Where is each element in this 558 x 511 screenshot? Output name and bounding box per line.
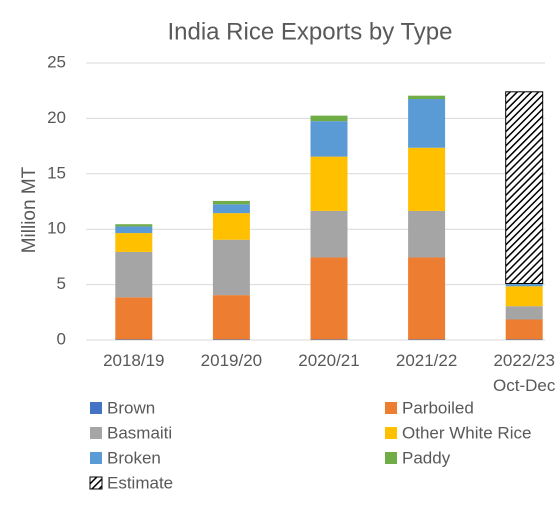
legend-swatch <box>90 427 102 439</box>
x-tick-label: 2020/21 <box>298 351 360 370</box>
bar-segment <box>310 156 348 211</box>
x-tick-label: 2022/23 Oct-Dec <box>493 351 556 395</box>
bar-segment <box>115 251 153 298</box>
x-tick-label: 2019/20 <box>200 351 263 370</box>
bar-segment <box>505 286 543 307</box>
legend-label: Estimate <box>107 473 173 492</box>
bar-segment <box>505 91 544 284</box>
bar-segment <box>408 99 446 148</box>
legend-label: Broken <box>107 448 161 467</box>
y-tick-label: 15 <box>47 163 66 182</box>
bar-segment <box>115 339 153 340</box>
bar-segment <box>212 295 250 340</box>
legend-swatch <box>385 452 397 464</box>
bar-segment <box>310 121 348 157</box>
legend-label: Other White Rice <box>402 423 531 442</box>
legend-swatch <box>385 427 397 439</box>
legend-label: Brown <box>107 398 155 417</box>
y-tick-label: 10 <box>47 219 66 238</box>
legend-label: Parboiled <box>402 398 474 417</box>
bar-segment <box>310 115 348 122</box>
bar-segment <box>408 147 446 211</box>
bar-segment <box>212 239 250 296</box>
legend-swatch <box>385 402 397 414</box>
bar-segment <box>212 200 250 205</box>
chart-title: India Rice Exports by Type <box>167 18 452 45</box>
legend-label: Paddy <box>402 448 451 467</box>
bar-segment <box>408 210 446 258</box>
bar-segment <box>115 224 153 227</box>
legend-label: Basmaiti <box>107 423 172 442</box>
bar-segment <box>310 339 348 340</box>
bar-segment <box>408 257 446 340</box>
x-tick-label: 2018/19 <box>103 351 165 370</box>
bar-segment <box>212 339 250 340</box>
legend-swatch <box>90 402 102 414</box>
bar-segment <box>408 339 446 340</box>
bar-segment <box>505 339 543 340</box>
bar-segment <box>115 226 153 234</box>
bar-segment <box>310 210 348 258</box>
y-tick-label: 5 <box>57 274 66 293</box>
y-tick-label: 0 <box>57 329 66 348</box>
bar-segment <box>115 233 153 252</box>
bar-segment <box>505 306 543 320</box>
bar-segment <box>212 213 250 240</box>
y-axis-label: Million MT <box>19 166 40 253</box>
legend-swatch <box>89 476 103 490</box>
y-tick-label: 25 <box>47 52 66 71</box>
bar-segment <box>115 297 153 340</box>
bar-segment <box>505 284 543 287</box>
bar-segment <box>212 204 250 214</box>
bar-segment <box>505 319 543 340</box>
bar-segment <box>310 257 348 340</box>
y-tick-label: 20 <box>47 108 66 127</box>
x-tick-label: 2021/22 <box>395 351 458 370</box>
legend-swatch <box>90 452 102 464</box>
bar-segment <box>408 95 446 100</box>
